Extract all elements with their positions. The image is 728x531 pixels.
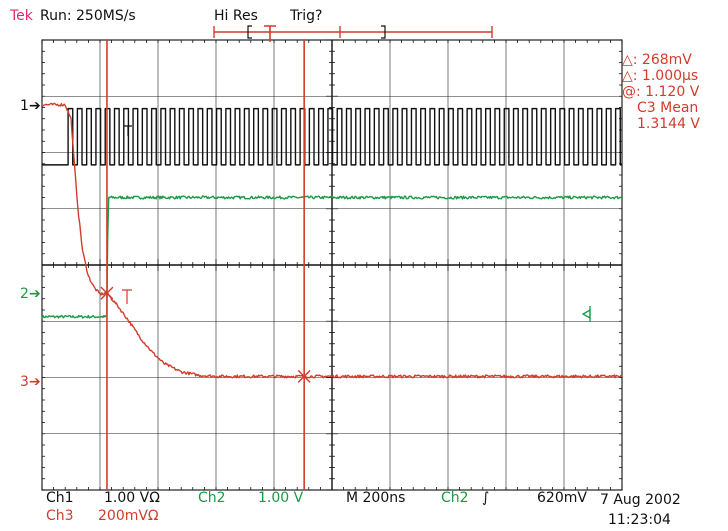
ch3-waveform xyxy=(41,102,623,379)
ch3-scale: 200mVΩ xyxy=(98,508,159,524)
cursor-crosshair xyxy=(100,286,114,300)
status-decorations xyxy=(122,25,591,322)
trigger-source: Ch2 xyxy=(441,490,469,506)
ch3-trigger-marker-icon xyxy=(122,289,132,304)
cursor-level-readout: @: 1.120 V xyxy=(622,84,700,100)
delta-voltage-readout: △: 268mV xyxy=(622,52,692,68)
ch2-waveform xyxy=(41,195,623,319)
ch2-marker-arrow-icon: ➔ xyxy=(29,286,41,302)
ch3-marker-arrow-icon: ➔ xyxy=(29,374,41,390)
ch1-marker-arrow-icon: ➔ xyxy=(29,98,41,114)
trigger-level-arrow-icon xyxy=(581,308,591,320)
measurement-label: C3 Mean xyxy=(637,100,699,116)
run-status: Run: 250MS/s xyxy=(40,8,136,24)
cursor-crosshair xyxy=(297,369,311,383)
time-stamp: 11:23:04 xyxy=(608,512,671,528)
ch2-scale: 1.00 V xyxy=(258,490,304,506)
date-stamp: 7 Aug 2002 xyxy=(600,492,681,508)
acquisition-mode: Hi Res xyxy=(214,8,258,24)
measurement-value: 1.3144 V xyxy=(637,116,701,132)
trigger-status: Trig? xyxy=(290,8,323,24)
ch2-label: Ch2 xyxy=(198,490,226,506)
view-bracket-left xyxy=(247,25,252,39)
ch1-ground-marker: 1 xyxy=(20,98,29,114)
timebase-readout: M 200ns xyxy=(346,490,406,506)
trigger-position-icon xyxy=(264,25,276,42)
ch3-ground-marker: 3 xyxy=(20,374,29,390)
ch3-label: Ch3 xyxy=(46,508,74,524)
trigger-slope-icon: ∫ xyxy=(482,490,490,506)
ch1-waveform xyxy=(42,107,622,166)
ch1-label: Ch1 xyxy=(46,490,74,506)
ch1-scale: 1.00 VΩ xyxy=(104,490,160,506)
trigger-level: 620mV xyxy=(537,490,587,506)
cursor-lines xyxy=(100,40,311,490)
waveform-traces xyxy=(41,102,623,379)
view-bracket-right xyxy=(381,25,386,39)
ch1-trigger-marker-icon xyxy=(124,125,132,136)
graticule-grid xyxy=(41,39,623,491)
ch2-ground-marker: 2 xyxy=(20,286,29,302)
brand-label: Tek xyxy=(10,8,33,24)
delta-time-readout: △: 1.000µs xyxy=(622,68,699,84)
